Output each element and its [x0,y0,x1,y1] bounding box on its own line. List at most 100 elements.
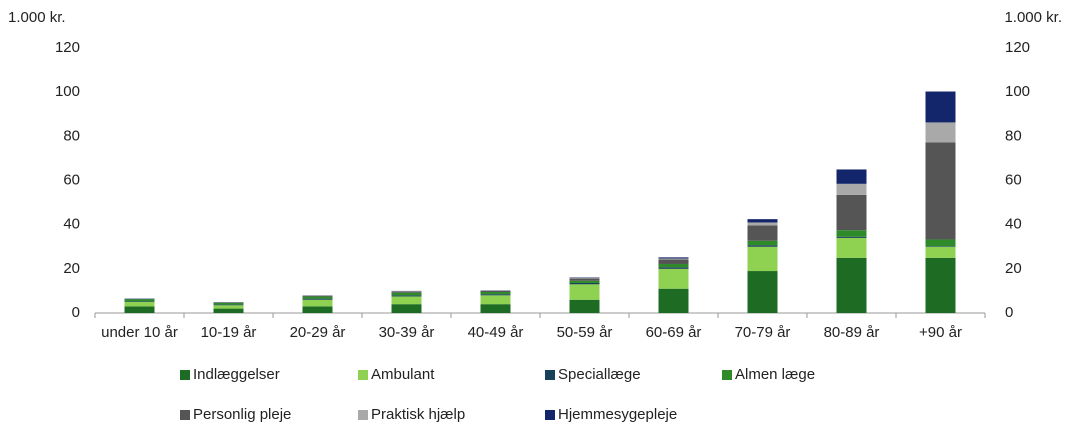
bar-segment [480,292,511,295]
bar-segment [569,284,600,300]
y2-tick-label: 40 [1005,216,1022,233]
bar-segment [836,236,867,238]
x-tick-label: 60-69 år [645,325,702,341]
bar-segment [391,292,422,296]
bar-segment [480,294,511,296]
legend-label: Ambulant [371,366,435,383]
bar-segment [302,306,333,313]
bar-segment [925,246,956,247]
bar-segment [658,268,689,289]
bar-segment [658,257,689,259]
bar-segment [747,245,778,247]
x-tick-label: 50-59 år [556,325,613,341]
bar-segment [925,239,956,247]
bar-segment [213,305,244,309]
bar-segment [925,246,956,258]
bar-segment [302,298,333,300]
bar-segment [480,304,511,313]
x-tick-label: 70-79 år [734,325,791,341]
x-tick-label-box: +90 år [919,325,962,341]
bar-segment [658,288,689,313]
bar-segment [747,225,778,241]
bar-segment [480,290,511,293]
bar-segment [836,237,867,258]
bar-segment [658,258,689,260]
bar-segment [124,299,155,302]
x-tick-label: under 10 år [101,325,178,341]
bar-segment [302,296,333,299]
bar-segment [747,219,778,223]
bar-segment [747,246,778,272]
bar-segment [836,194,867,231]
bar-segment [836,183,867,195]
y-tick-label: 120 [55,39,80,56]
bar-segment [391,296,422,305]
legend-swatch [722,370,732,380]
y-tick-label: 0 [72,304,80,321]
x-tick-label: 30-39 år [378,325,435,341]
bar-segment [836,230,867,237]
bar-segment [213,308,244,313]
x-tick-label-box: 10-19 år [201,325,257,341]
bar-segment [391,295,422,297]
legend-swatch [180,370,190,380]
x-tick-label-box: 80-89 år [823,325,880,341]
y-tick-label: 20 [63,260,80,277]
y2-tick-label: 60 [1005,171,1022,188]
x-tick-label-box: 70-79 år [734,325,791,341]
bar-segment [391,291,422,293]
y2-tick-label: 20 [1005,260,1022,277]
bar-segment [747,222,778,226]
bar-segment [302,295,333,297]
legend-swatch [545,410,555,420]
x-tick-label: 40-49 år [467,325,524,341]
y2-tick-label: 0 [1005,304,1013,321]
bar-segment [836,257,867,313]
bar-segment [213,302,244,305]
bar-segment [569,299,600,313]
bar-segment [658,267,689,269]
bar-segment [480,295,511,305]
bar-segment [658,259,689,264]
y2-tick-label: 80 [1005,127,1022,144]
bar-segment [569,277,600,279]
legend-swatch [545,370,555,380]
y-tick-label: 80 [63,127,80,144]
bar-segment [925,142,956,240]
legend-label: Hjemmesygepleje [558,406,677,423]
x-tick-label: +90 år [919,325,962,341]
y2-tick-label: 100 [1005,83,1030,100]
legend-label: Almen læge [735,366,815,383]
bar-segment [836,169,867,184]
x-tick-label-box: 50-59 år [556,325,613,341]
bar-segment [925,257,956,313]
legend-swatch [358,410,368,420]
legend-label: Speciallæge [558,366,641,383]
x-tick-label-box: 40-49 år [467,325,524,341]
bar-segment [569,282,600,285]
y2-tick-label: 120 [1005,39,1030,56]
x-tick-label-box: 30-39 år [378,325,435,341]
y-tick-label: 100 [55,83,80,100]
bar-segment [302,299,333,307]
y-tick-label: 40 [63,216,80,233]
x-tick-label-box: 60-69 år [645,325,702,341]
y-tick-label: 60 [63,171,80,188]
bar-segment [925,91,956,123]
bar-segment [213,304,244,306]
y-axis-title: 1.000 kr. [8,9,66,26]
legend-label: Personlig pleje [193,406,291,423]
x-tick-label: 20-29 år [289,325,346,341]
x-tick-label: 80-89 år [823,325,880,341]
bar-segment [391,304,422,313]
bar-segment [747,240,778,246]
x-tick-label-box: under 10 år [101,325,178,341]
bar-segment [124,301,155,307]
bar-segment [124,301,155,302]
legend-label: Indlæggelser [193,366,280,383]
x-tick-label-box: 20-29 år [289,325,346,341]
y2-axis-title: 1.000 kr. [1004,9,1062,26]
bar-segment [569,280,600,283]
legend-swatch [180,410,190,420]
